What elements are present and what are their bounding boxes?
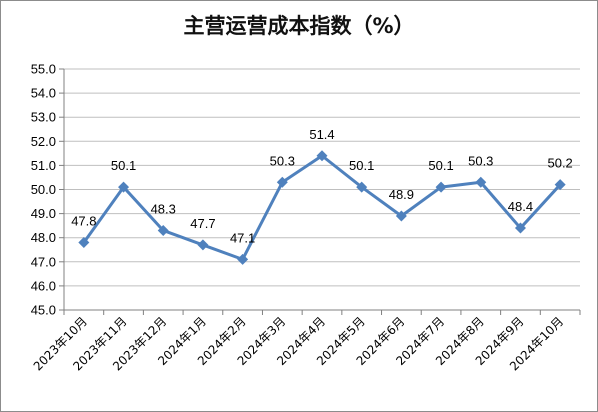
data-label: 47.7: [190, 216, 215, 231]
data-label: 50.1: [111, 158, 136, 173]
y-tick-label: 53.0: [31, 110, 56, 125]
data-point: [435, 181, 447, 193]
y-tick-label: 45.0: [31, 303, 56, 318]
y-tick-label: 52.0: [31, 134, 56, 149]
data-label: 50.2: [547, 156, 572, 171]
data-label: 48.9: [389, 187, 414, 202]
data-point: [475, 176, 487, 188]
y-tick-label: 54.0: [31, 86, 56, 101]
data-point: [356, 181, 368, 193]
y-tick-label: 47.0: [31, 254, 56, 269]
y-tick-label: 46.0: [31, 278, 56, 293]
data-label: 50.3: [468, 153, 493, 168]
y-tick-label: 51.0: [31, 158, 56, 173]
y-tick-label: 50.0: [31, 182, 56, 197]
data-label: 47.1: [230, 230, 255, 245]
data-point: [316, 150, 328, 162]
data-label: 48.3: [151, 201, 176, 216]
data-point: [157, 224, 169, 236]
data-point: [237, 253, 249, 265]
data-point: [118, 181, 130, 193]
data-label: 50.1: [428, 158, 453, 173]
y-tick-label: 55.0: [31, 62, 56, 77]
data-point: [395, 210, 407, 222]
data-label: 47.8: [71, 214, 96, 229]
data-point: [554, 179, 566, 191]
data-label: 50.1: [349, 158, 374, 173]
data-point: [276, 176, 288, 188]
data-label: 51.4: [309, 127, 334, 142]
data-label: 48.4: [508, 199, 533, 214]
data-point: [197, 239, 209, 251]
y-tick-label: 48.0: [31, 230, 56, 245]
data-point: [78, 237, 90, 249]
data-label: 50.3: [270, 153, 295, 168]
data-point: [514, 222, 526, 234]
chart-title: 主营运营成本指数（%）: [183, 14, 415, 38]
y-tick-label: 49.0: [31, 206, 56, 221]
